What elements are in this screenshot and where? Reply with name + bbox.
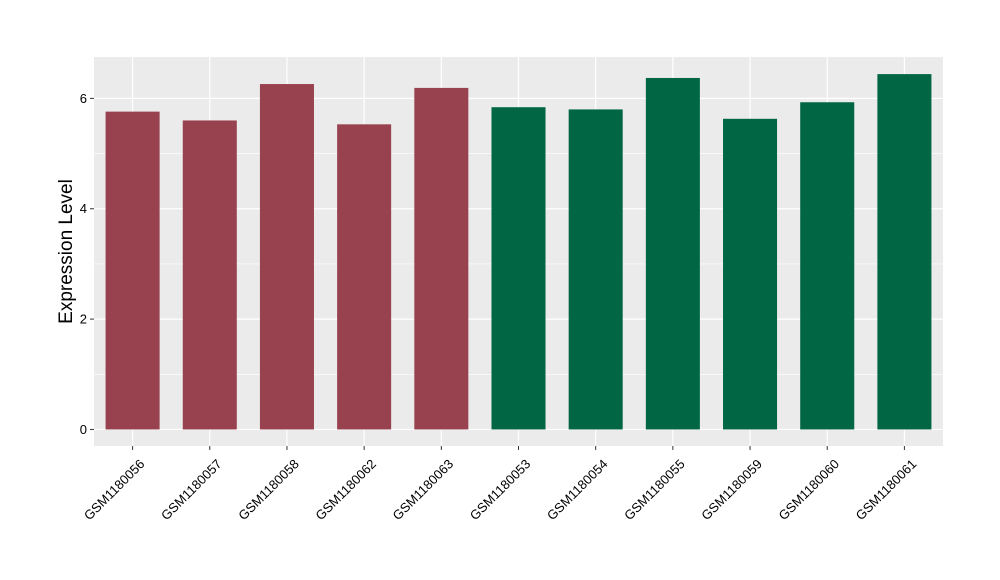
- x-tick-label: GSM1180056: [81, 456, 148, 523]
- bars: [105, 74, 932, 430]
- x-axis: GSM1180056 GSM1180057 GSM1180058 GSM1180062…: [81, 446, 919, 523]
- bar: [568, 109, 623, 430]
- bar: [645, 77, 700, 430]
- bar: [182, 120, 237, 430]
- bar: [877, 74, 932, 430]
- x-tick-label: GSM1180060: [775, 456, 842, 523]
- y-tick-label: 2: [80, 312, 87, 327]
- x-tick-label: GSM1180063: [390, 456, 457, 523]
- bar: [723, 118, 778, 430]
- bar: [414, 87, 469, 430]
- x-tick-label: GSM1180055: [621, 456, 688, 523]
- bar: [105, 111, 160, 430]
- x-tick-label: GSM1180062: [312, 456, 379, 523]
- x-tick-label: GSM1180059: [698, 456, 765, 523]
- bar: [259, 84, 314, 430]
- y-tick-label: 4: [80, 201, 87, 216]
- x-tick-label: GSM1180057: [158, 456, 225, 523]
- x-tick-label: GSM1180058: [235, 456, 302, 523]
- y-axis-title: Expression Level: [56, 179, 77, 324]
- y-tick-label: 0: [80, 422, 87, 437]
- y-axis: 0 2 4 6: [80, 91, 94, 437]
- x-tick-label: GSM1180053: [467, 456, 534, 523]
- bar: [491, 107, 546, 430]
- bar: [800, 102, 855, 430]
- x-tick-label: GSM1180061: [853, 456, 920, 523]
- bar: [337, 124, 392, 430]
- x-tick-label: GSM1180054: [544, 456, 611, 523]
- y-tick-label: 6: [80, 91, 87, 106]
